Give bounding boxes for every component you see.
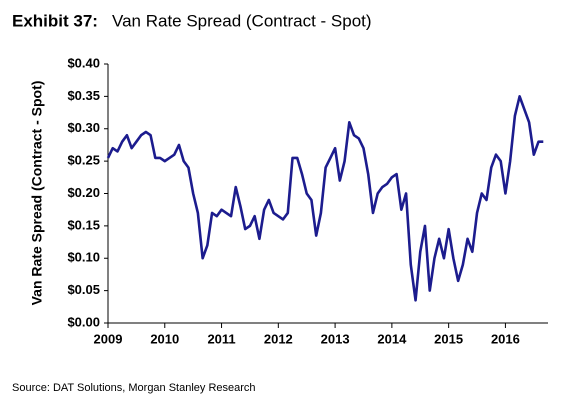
- data-line: [106, 95, 544, 302]
- x-tick-label: 2014: [377, 331, 407, 346]
- exhibit-label: Exhibit 37:: [12, 11, 98, 30]
- y-tick-label: $0.15: [67, 217, 100, 232]
- y-tick-label: $0.00: [67, 314, 100, 329]
- y-tick-label: $0.05: [67, 282, 100, 297]
- y-tick-label: $0.10: [67, 250, 100, 265]
- x-tick-label: 2011: [207, 331, 235, 346]
- y-tick-label: $0.25: [67, 153, 100, 168]
- y-tick-label: $0.20: [67, 185, 100, 200]
- source-note: Source: DAT Solutions, Morgan Stanley Re…: [12, 382, 256, 394]
- x-tick-label: 2015: [434, 331, 463, 346]
- y-tick-label: $0.35: [67, 88, 100, 103]
- chart-title: Van Rate Spread (Contract - Spot): [112, 11, 372, 30]
- x-tick-label: 2010: [150, 331, 179, 346]
- x-tick-label: 2012: [264, 331, 293, 346]
- x-tick-label: 2013: [321, 331, 350, 346]
- x-tick-label: 2016: [491, 331, 520, 346]
- x-tick-label: 2009: [94, 331, 123, 346]
- y-tick-label: $0.30: [67, 120, 100, 135]
- y-tick-label: $0.40: [67, 55, 100, 70]
- y-axis-label: Van Rate Spread (Contract - Spot): [29, 81, 45, 306]
